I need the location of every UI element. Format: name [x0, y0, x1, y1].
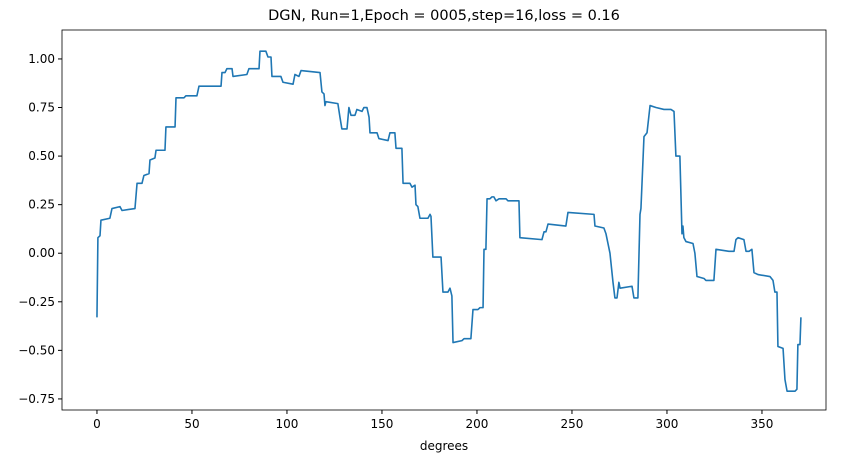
x-tick-label: 300 — [656, 417, 679, 431]
y-tick-label: 1.00 — [28, 52, 55, 66]
x-tick-label: 150 — [371, 417, 394, 431]
y-tick-label: −0.75 — [18, 392, 55, 406]
y-tick-label: −0.50 — [18, 343, 55, 357]
y-tick-label: −0.25 — [18, 295, 55, 309]
x-tick-label: 100 — [276, 417, 299, 431]
x-tick-label: 200 — [466, 417, 489, 431]
x-tick-label: 50 — [184, 417, 199, 431]
y-tick-label: 0.50 — [28, 149, 55, 163]
plot-frame — [61, 29, 827, 411]
x-tick-label: 250 — [561, 417, 584, 431]
y-tick-label: 0.25 — [28, 198, 55, 212]
y-tick-label: 0.75 — [28, 101, 55, 115]
y-tick-label: 0.00 — [28, 246, 55, 260]
x-tick-label: 350 — [751, 417, 774, 431]
x-tick-label: 0 — [93, 417, 101, 431]
x-axis-label: degrees — [420, 439, 468, 453]
chart-title: DGN, Run=1,Epoch = 0005,step=16,loss = 0… — [268, 8, 620, 24]
data-line — [96, 50, 802, 392]
